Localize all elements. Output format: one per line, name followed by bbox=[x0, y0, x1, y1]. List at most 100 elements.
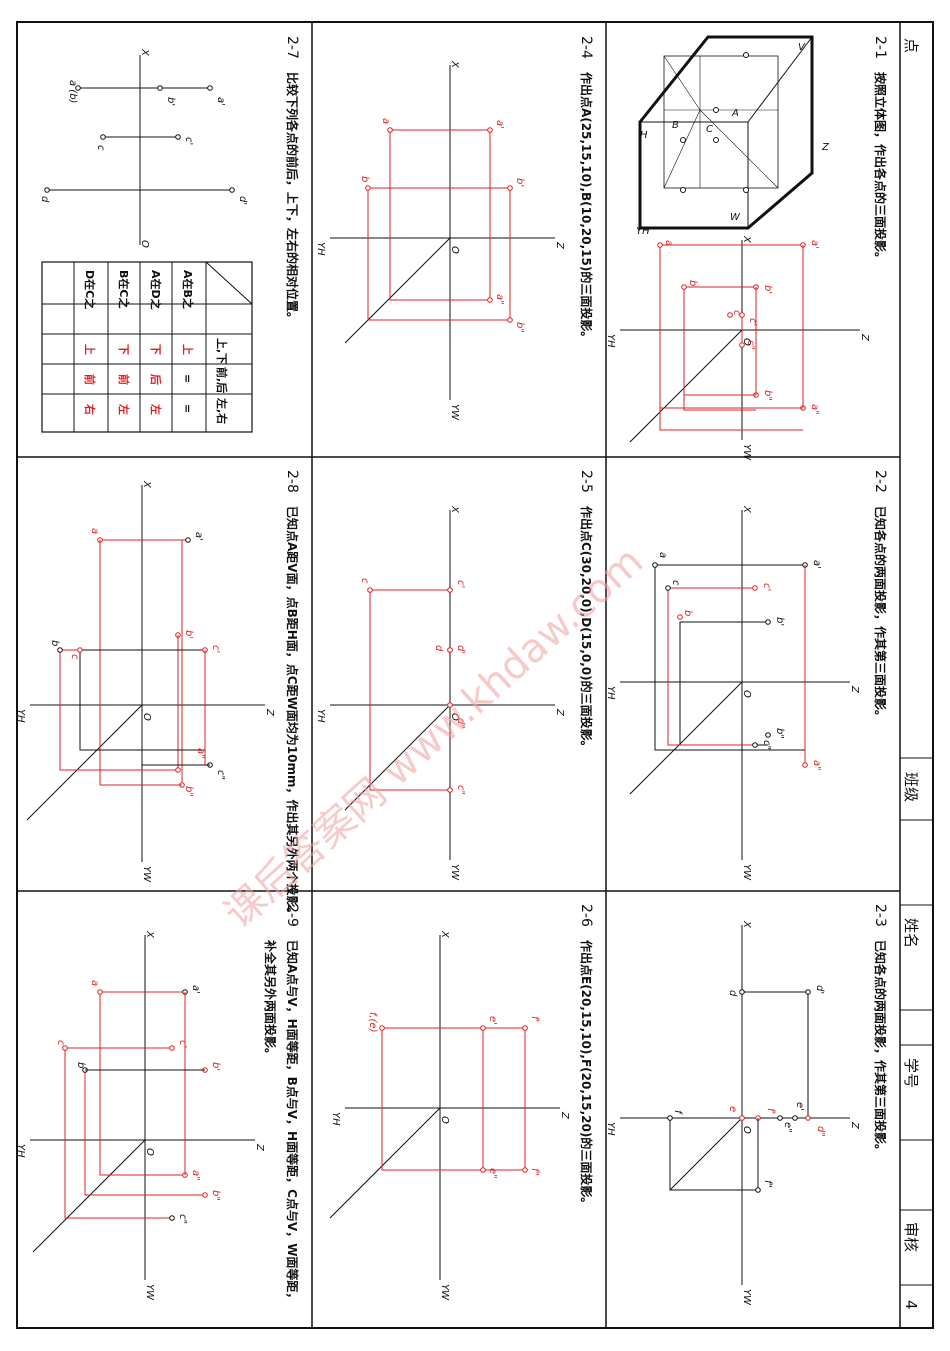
point-label: e" bbox=[782, 1122, 793, 1133]
point-label: f" bbox=[762, 1180, 773, 1188]
point-marker bbox=[365, 185, 371, 191]
point-label: YW bbox=[449, 864, 460, 881]
point-label: c" bbox=[761, 740, 772, 750]
cell-frontback: 前 bbox=[83, 374, 97, 385]
problem-text: 已知各点的两面投影，作其第三面投影。 bbox=[873, 940, 888, 1156]
point-label: Z bbox=[554, 708, 565, 717]
point-label: b' bbox=[514, 178, 525, 187]
point-label: b bbox=[49, 640, 60, 646]
point-label: f" bbox=[529, 1168, 540, 1176]
point-marker bbox=[157, 85, 163, 91]
point-label: d" bbox=[815, 1126, 826, 1137]
cube-pictorial: V H W A B C Z YH bbox=[636, 35, 830, 237]
projection-line bbox=[59, 649, 178, 771]
point-label: O bbox=[449, 246, 460, 254]
title-2-5: 2-5 作出点C(30,20,0),D(15,0,0)的三面投影。 bbox=[578, 470, 594, 753]
point-marker bbox=[379, 1025, 385, 1031]
point-label: b" bbox=[514, 322, 525, 333]
page-number: 4 bbox=[902, 1300, 920, 1310]
point-marker bbox=[387, 127, 393, 133]
projection-line bbox=[99, 991, 185, 1176]
point-marker bbox=[507, 317, 513, 323]
point-label: a" bbox=[811, 760, 822, 771]
cell-frontback: = bbox=[181, 374, 194, 383]
point-label: b" bbox=[183, 786, 194, 797]
problem-text: 已知A点与V，H面等距，B点与V，H面等距，C点与V，W面等距， bbox=[285, 940, 300, 1304]
title-2-3: 2-3 已知各点的两面投影，作其第三面投影。 bbox=[872, 904, 888, 1156]
point-marker bbox=[447, 647, 453, 653]
point-marker bbox=[44, 187, 50, 193]
point-marker bbox=[752, 742, 758, 748]
point-label: c bbox=[359, 578, 370, 584]
projection-line bbox=[667, 587, 755, 746]
point-label: X bbox=[741, 235, 752, 244]
point-a-label: A bbox=[731, 108, 739, 119]
point-marker bbox=[652, 562, 658, 568]
point-label: b' bbox=[165, 97, 176, 106]
point-marker bbox=[202, 1192, 208, 1198]
point-label: YW bbox=[141, 866, 152, 883]
point-label: c bbox=[731, 310, 742, 316]
point-label: c bbox=[670, 580, 681, 586]
student-id-label: 学号 bbox=[902, 1058, 920, 1088]
row-label: D在C之 bbox=[83, 270, 97, 309]
diagram-2-7: X Oa' b' c' d' a (b) c d bbox=[39, 48, 248, 248]
problem-text-line2: 补全其另外两面投影。 bbox=[263, 939, 278, 1060]
point-label: c' bbox=[177, 1040, 188, 1048]
point-marker bbox=[667, 1115, 673, 1121]
projection-line bbox=[683, 286, 756, 411]
point-marker bbox=[185, 537, 191, 543]
point-label: O bbox=[741, 1126, 752, 1134]
point-label: c" bbox=[177, 1214, 188, 1224]
point-label: b' bbox=[762, 285, 773, 294]
point-label: d" bbox=[455, 718, 466, 729]
class-label: 班级 bbox=[902, 772, 920, 802]
diagram-2-3: X Z YH YW Od' e' e" f' d e f d" f" bbox=[605, 920, 860, 1306]
axis-diagonal bbox=[629, 329, 743, 443]
cell-leftright: = bbox=[181, 404, 194, 413]
plane-h-label: H bbox=[640, 130, 648, 141]
diagram-2-2: X Z YH YW Oa' b' c' a b c a" b"c" bbox=[605, 505, 860, 881]
point-label: e' bbox=[487, 1016, 498, 1025]
point-label: YH bbox=[315, 709, 326, 723]
point-label: X bbox=[439, 930, 450, 939]
title-2-2: 2-2 已知各点的两面投影，作其第三面投影。 bbox=[872, 470, 888, 722]
point-label: X bbox=[741, 920, 752, 929]
point-marker bbox=[777, 1115, 783, 1121]
cell-frontback: 前 bbox=[117, 374, 131, 385]
cube-axis-y-label: YH bbox=[636, 226, 650, 237]
point-marker bbox=[169, 1215, 175, 1221]
projection-line bbox=[389, 129, 490, 301]
projection-line bbox=[742, 991, 809, 1118]
problem-number: 2-7 bbox=[284, 36, 300, 59]
point-marker bbox=[77, 647, 83, 653]
point-label: Z bbox=[264, 708, 275, 717]
point-label: e' bbox=[794, 1102, 805, 1111]
point-label: YH bbox=[605, 1122, 616, 1136]
title-2-8: 2-8 已知点A距V面，点B距H面，点C距W面均为10mm，作出其另外两个投影。 bbox=[284, 470, 300, 920]
point-label: Z bbox=[554, 241, 565, 250]
point-label: YW bbox=[741, 444, 752, 461]
problem-text: 已知各点的两面投影，作其第三面投影。 bbox=[873, 506, 888, 722]
point-label: O bbox=[144, 1148, 155, 1156]
point-label: b bbox=[687, 280, 698, 286]
row-label: A在D之 bbox=[149, 270, 163, 310]
point-marker bbox=[802, 762, 808, 768]
problem-number: 2-1 bbox=[872, 36, 888, 59]
problem-text: 比较下列各点的前后，上下，左右的相对位置。 bbox=[285, 72, 300, 324]
point-label: e" bbox=[487, 1168, 498, 1179]
point-marker bbox=[480, 1025, 486, 1031]
cell-leftright: 左 bbox=[117, 403, 131, 415]
projection-line bbox=[369, 589, 450, 791]
point-marker bbox=[681, 284, 687, 290]
problem-text: 按照立体图，作出各点的三面投影。 bbox=[873, 72, 888, 264]
title-2-7: 2-7 比较下列各点的前后，上下，左右的相对位置。 bbox=[284, 36, 300, 324]
point-label: a" bbox=[195, 748, 206, 759]
point-label: b" bbox=[774, 728, 785, 739]
point-label: YW bbox=[741, 1289, 752, 1306]
projection-line bbox=[679, 621, 768, 746]
point-marker bbox=[765, 619, 771, 625]
point-label: a (b) bbox=[67, 80, 78, 103]
point-marker bbox=[805, 1115, 811, 1121]
col-header-updown: 上,下 bbox=[215, 338, 229, 364]
